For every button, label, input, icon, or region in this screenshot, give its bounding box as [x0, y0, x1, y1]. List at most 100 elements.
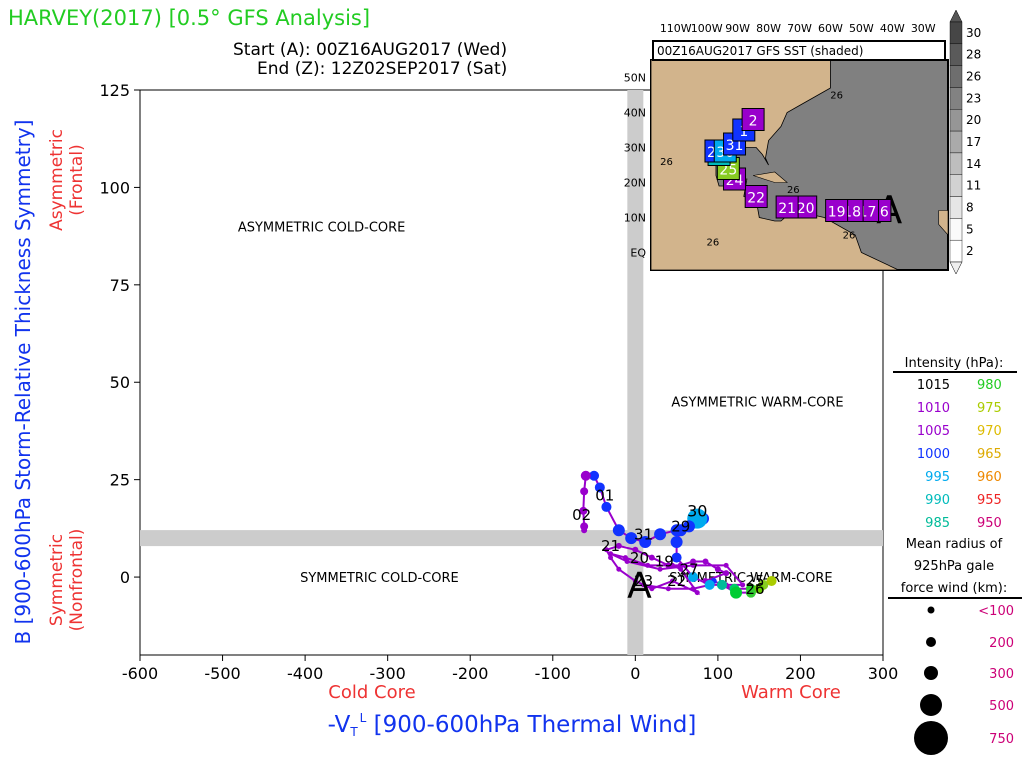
intensity-value: 955	[977, 493, 1002, 508]
radius-symbol	[914, 721, 948, 755]
inset-track-box	[744, 185, 768, 208]
track-point	[745, 587, 756, 598]
colorbar-segment	[949, 21, 963, 45]
track-label: 31	[634, 525, 653, 543]
asymmetric-label: Asymmetric	[47, 129, 67, 231]
inset-sst-label: 26	[843, 231, 856, 242]
track-point	[665, 562, 672, 569]
track-point	[717, 579, 728, 590]
colorbar-label: 26	[966, 70, 981, 84]
inset-track-label: 2	[749, 114, 758, 130]
track-label: 30	[687, 501, 707, 520]
colorbar-label: 20	[966, 113, 981, 127]
intensity-value: 1010	[917, 401, 950, 416]
x-tick-label: -100	[535, 664, 571, 683]
track-point	[704, 579, 715, 590]
track-point	[682, 520, 695, 533]
track-point	[580, 487, 589, 496]
inset-lat-label: EQ	[630, 247, 646, 260]
inset-lat-label: 30N	[624, 142, 646, 155]
radius-symbol	[920, 694, 942, 716]
track-point	[645, 562, 651, 568]
x-tick-label: -200	[452, 664, 488, 683]
track-point	[670, 536, 683, 548]
colorbar-segment	[949, 196, 963, 219]
nonfrontal-label: (Nonfrontal)	[67, 529, 87, 632]
inset-lon-label: 90W	[725, 22, 750, 35]
track-point	[669, 562, 675, 568]
inset-sst-label: 26	[660, 157, 673, 168]
intensity-value: 980	[977, 378, 1002, 393]
intensity-value: 1005	[917, 424, 950, 439]
cold-core-label: Cold Core	[328, 682, 415, 703]
track-point	[648, 554, 655, 561]
intensity-value: 960	[977, 470, 1002, 485]
colorbar-segment	[949, 43, 963, 66]
y-bottom-side-label: Symmetric (Nonfrontal)	[47, 529, 87, 632]
inset-track-label: 31	[726, 138, 744, 154]
inset-sst-label: 26	[830, 91, 843, 102]
track-label: 02	[572, 506, 591, 524]
x-tick-label: 100	[703, 664, 734, 683]
inset-lon-label: 40W	[880, 22, 905, 35]
track-point	[589, 470, 600, 481]
intensity-value: 975	[977, 401, 1002, 416]
intensity-value: 965	[977, 447, 1002, 462]
track-label: 26	[745, 580, 764, 598]
track-point	[688, 572, 699, 583]
track-point	[694, 590, 700, 596]
inset-track-box	[741, 108, 765, 131]
frontal-label: (Frontal)	[67, 144, 87, 215]
radius-symbol	[926, 637, 936, 647]
track-point	[754, 583, 765, 594]
colorbar-label: 5	[966, 222, 974, 236]
track-label: 01	[595, 486, 614, 504]
radius-symbol	[924, 666, 938, 680]
colorbar-segment	[949, 130, 963, 154]
colorbar-segment	[949, 109, 963, 132]
track-point	[632, 546, 639, 553]
warm-core-label: Warm Core	[741, 682, 841, 703]
track-point	[612, 524, 625, 537]
inset-lat-label: 40N	[624, 107, 646, 120]
inset-sst-label: 26	[707, 238, 720, 249]
track-point	[690, 558, 697, 565]
intensity-value: 995	[925, 470, 950, 485]
colorbar-segment	[949, 174, 963, 197]
x-tick-label: -400	[287, 664, 323, 683]
inset-caption: 00Z16AUG2017 GFS SST (shaded)	[657, 44, 863, 58]
colorbar-label: 2	[966, 244, 974, 258]
colorbar-segment	[949, 218, 963, 241]
colorbar-top-arrow	[949, 9, 963, 23]
track-point	[641, 582, 647, 588]
track-label: 25	[745, 572, 764, 590]
inset-island	[753, 171, 788, 183]
end-time: End (Z): 12Z02SEP2017 (Sat)	[257, 59, 508, 79]
y-tick-label: 50	[110, 373, 130, 392]
y-top-side-label: Asymmetric (Frontal)	[47, 129, 87, 231]
track-point	[702, 558, 709, 565]
inset-lon-label: 110W	[660, 22, 692, 35]
x-axis-title: -VTL [900-600hPa Thermal Wind]	[328, 711, 697, 739]
colorbar-label: 11	[966, 179, 981, 193]
track-point	[581, 527, 588, 534]
track-label: 19	[655, 553, 674, 571]
inset-lon-label: 60W	[818, 22, 843, 35]
radius-title: 925hPa gale	[914, 559, 994, 574]
y-tick-label: 0	[120, 568, 130, 587]
track-point	[580, 470, 591, 481]
sst-colorbar: 30 28 26 23 20 17 14 11 8 5 2	[949, 9, 981, 275]
y-tick-label: 75	[110, 276, 130, 295]
intensity-value: 950	[977, 516, 1002, 531]
intensity-value: 985	[925, 516, 950, 531]
inset-sst-label: 26	[787, 185, 800, 196]
intensity-value: 970	[977, 424, 1002, 439]
track-point	[766, 575, 777, 586]
colorbar-segment	[949, 152, 963, 175]
quadrant-label: SYMMETRIC COLD-CORE	[300, 571, 459, 586]
track-label: 21	[601, 537, 620, 555]
inset-caption-box	[652, 40, 946, 61]
track-point	[671, 552, 682, 563]
track-point	[740, 582, 746, 588]
start-time: Start (A): 00Z16AUG2017 (Wed)	[233, 40, 508, 60]
